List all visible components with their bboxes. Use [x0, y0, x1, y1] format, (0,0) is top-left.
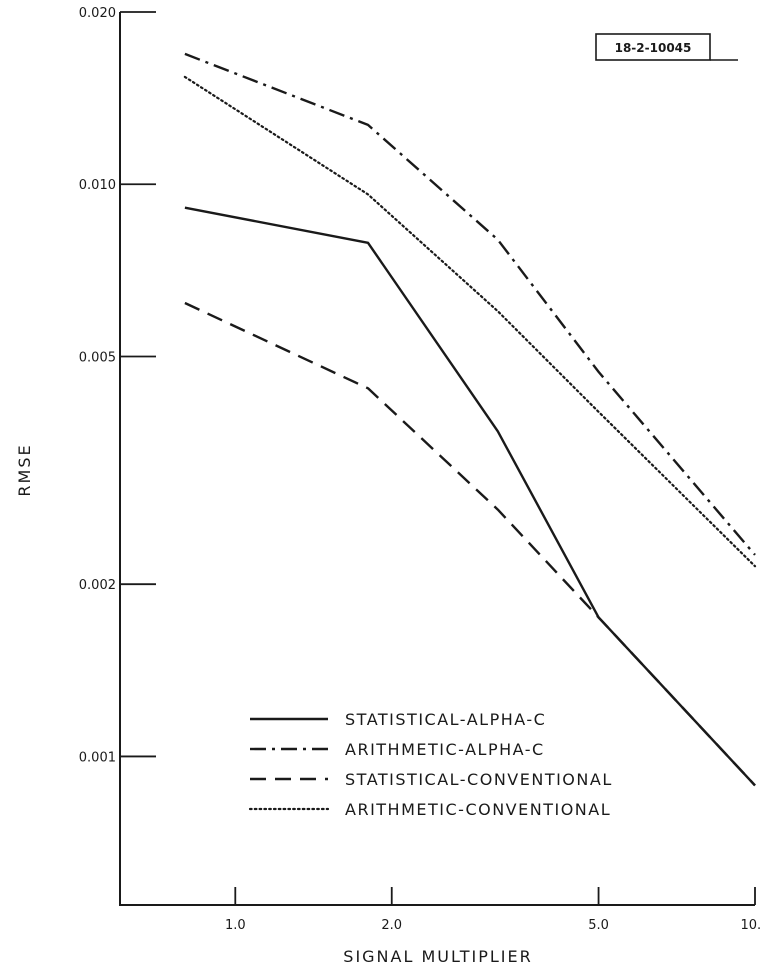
y-tick-label: 0.020 — [79, 6, 116, 21]
legend-label-arithmetic-conventional: ARITHMETIC-CONVENTIONAL — [345, 800, 611, 819]
x-axis-ticks: 1.0 2.0 5.0 10.0 — [225, 887, 760, 933]
legend-label-statistical-alpha-c: STATISTICAL-ALPHA-C — [345, 710, 546, 729]
y-tick-label: 0.005 — [79, 350, 116, 365]
figure-id-label: 18-2-10045 — [615, 41, 692, 55]
series-line-arithmetic-alpha-c — [184, 52, 756, 556]
legend-label-statistical-conventional: STATISTICAL-CONVENTIONAL — [345, 770, 613, 789]
x-tick-label: 1.0 — [225, 918, 246, 933]
axis-lines — [119, 12, 755, 906]
y-axis-ticks: 0.020 0.010 0.005 0.002 0.001 — [79, 6, 156, 765]
series-line-statistical-alpha-c — [184, 206, 756, 787]
legend: STATISTICAL-ALPHA-C ARITHMETIC-ALPHA-C STA… — [248, 710, 613, 819]
y-axis-title: RMSE — [15, 443, 34, 496]
figure-id-box: 18-2-10045 — [595, 33, 738, 61]
y-tick-label: 0.002 — [79, 578, 116, 593]
x-axis-title: SIGNAL MULTIPLIER — [343, 947, 532, 966]
x-tick-label: 2.0 — [381, 918, 402, 933]
x-tick-label: 10.0 — [741, 918, 760, 933]
series-lines — [183, 52, 757, 787]
x-tick-label: 5.0 — [588, 918, 609, 933]
y-tick-label: 0.001 — [79, 750, 116, 765]
plot-frame — [119, 12, 755, 906]
y-tick-label: 0.010 — [79, 178, 116, 193]
legend-label-arithmetic-alpha-c: ARITHMETIC-ALPHA-C — [345, 740, 545, 759]
series-line-statistical-conventional — [184, 301, 756, 787]
figure-id-frame — [595, 33, 711, 61]
series-line-arithmetic-conventional — [183, 75, 757, 568]
